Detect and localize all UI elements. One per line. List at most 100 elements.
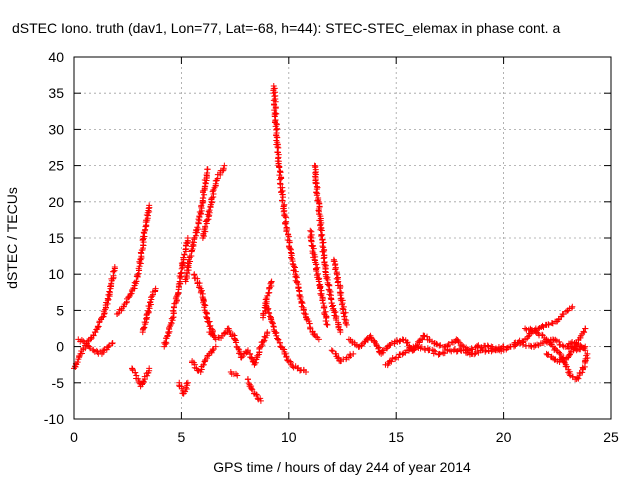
data-point [404,339,411,346]
data-point [478,344,485,351]
data-point [285,233,292,240]
data-point [319,297,326,304]
data-point [482,348,489,355]
data-point [475,342,482,349]
data-point [312,333,319,340]
data-point [328,347,335,354]
data-series [522,325,591,383]
data-point [264,292,271,299]
data-point [312,180,319,187]
data-point [343,321,350,328]
data-series [75,336,116,357]
data-point [189,246,196,253]
data-series [227,368,241,379]
data-point [279,197,286,204]
data-point [152,285,159,292]
data-point [200,195,207,202]
data-point [313,189,320,196]
data-point [123,299,130,306]
data-point [296,292,303,299]
y-tick-label: 40 [48,49,64,65]
y-tick-label: 15 [48,230,64,246]
data-point [522,325,529,332]
data-point [335,354,342,361]
data-point [137,256,144,263]
data-point [220,165,227,172]
data-point [293,279,300,286]
data-point [176,382,183,389]
data-point [205,208,212,215]
data-point [320,255,327,262]
data-series [182,166,211,285]
data-point [557,341,564,348]
data-point [287,358,294,365]
y-tick-label: -10 [44,411,64,427]
data-point [529,326,536,333]
data-point [350,350,357,357]
data-point [106,289,113,296]
y-tick-label: -5 [52,375,65,391]
data-point [552,336,559,343]
data-point [407,346,414,353]
data-point [471,351,478,358]
data-point [287,245,294,252]
data-point [249,386,256,393]
data-point [244,376,251,383]
data-point [557,350,564,357]
data-point [419,336,426,343]
data-point [266,310,273,317]
chart-title: dSTEC Iono. truth (dav1, Lon=77, Lat=-68… [12,20,560,36]
data-point [232,336,239,343]
data-point [310,242,317,249]
y-tick-label: 30 [48,121,64,137]
data-point [399,336,406,343]
y-tick-label: 25 [48,158,64,174]
data-point [215,334,222,341]
data-point [90,332,97,339]
data-point [191,271,198,278]
data-point [329,348,336,355]
data-point [316,203,323,210]
data-series [565,343,589,354]
data-point [201,226,208,233]
data-point [278,188,285,195]
data-series [206,325,271,368]
data-point [375,345,382,352]
data-point [327,288,334,295]
data-point [573,347,580,354]
data-point [282,213,289,220]
data-point [474,343,481,350]
data-point [307,227,314,234]
data-point [326,291,333,298]
data-point [484,342,491,349]
x-tick-label: 10 [281,429,297,445]
data-point [291,264,298,271]
data-point [424,333,431,340]
data-point [519,341,526,348]
data-point [539,331,546,338]
data-point [339,300,346,307]
data-point [272,110,279,117]
x-tick-label: 0 [70,429,78,445]
x-axis-label: GPS time / hours of day 244 of year 2014 [213,459,471,475]
data-point [319,243,326,250]
data-point [271,96,278,103]
data-point [387,357,394,364]
data-point [248,385,255,392]
x-axis-ticks: 0 5 10 15 20 25 [70,57,619,445]
data-point [168,319,175,326]
data-point [106,288,113,295]
data-point [140,378,147,385]
data-series [328,347,357,365]
data-point [388,358,395,365]
data-point [450,347,457,354]
data-point [287,249,294,256]
data-point [315,336,322,343]
data-point [149,293,156,300]
data-point [277,168,284,175]
data-point [184,235,191,241]
data-point [313,192,320,199]
data-point [208,195,215,202]
data-point [204,216,211,223]
data-point [555,316,562,323]
